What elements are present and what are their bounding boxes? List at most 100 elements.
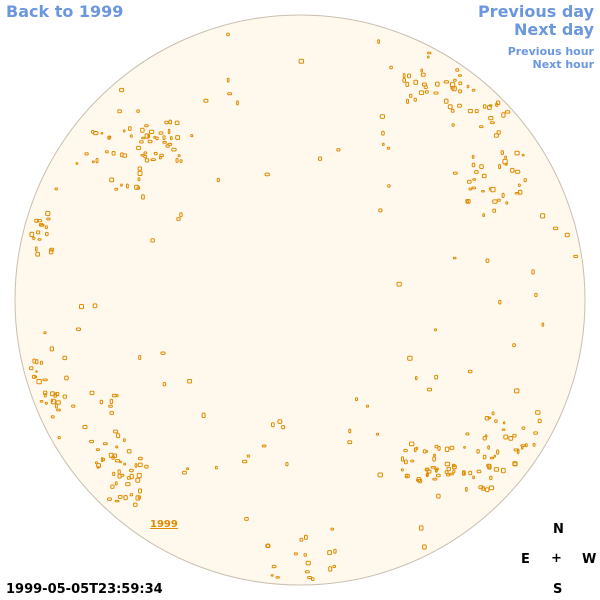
contour-fragment [552,226,559,231]
contour-fragment [147,133,150,139]
next-hour-link[interactable]: Next hour [532,58,595,71]
contour-fragment [143,155,148,159]
contour-fragment [35,246,38,252]
contour-fragment [54,403,58,409]
contour-fragment [144,158,150,163]
contour-fragment [89,439,94,444]
previous-hour-link[interactable]: Previous hour [507,45,594,58]
contour-fragment [514,388,520,394]
contour-fragment [348,428,352,434]
contour-fragment [37,219,43,223]
contour-fragment [474,170,479,174]
contour-fragment [246,454,251,458]
contour-fragment [299,537,304,542]
contour-fragment [42,378,48,382]
contour-fragment [386,146,391,150]
contour-fragment [265,543,271,549]
contour-fragment [185,467,190,471]
contour-fragment [492,208,497,213]
back-to-year-link[interactable]: Back to 1999 [6,2,124,21]
contour-fragment [463,446,466,449]
contour-fragment [226,77,230,83]
contour-fragment [540,213,546,219]
contour-fragment [420,68,423,73]
contour-fragment [406,98,410,105]
contour-fragment [449,82,456,88]
contour-fragment [488,485,495,491]
contour-fragment [433,453,436,457]
contour-fragment [404,459,408,465]
contour-fragment [534,292,538,297]
contour-fragment [126,476,131,480]
contour-fragment [413,97,417,102]
contour-fragment [453,78,457,82]
contour-fragment [167,128,171,135]
contour-fragment [487,445,490,450]
contour-fragment [434,328,437,332]
contour-fragment [89,390,95,396]
contour-fragment [424,90,429,94]
contour-fragment [115,433,121,439]
year-marker-link[interactable]: 1999 [150,519,178,530]
contour-fragment [176,217,181,221]
contour-fragment [216,177,220,183]
contour-fragment [452,171,458,175]
contour-fragment [114,481,118,486]
contour-fragment [29,231,35,238]
contour-fragment [162,382,167,387]
contour-fragment [498,299,502,305]
contour-fragment [144,124,149,128]
contour-fragment [264,172,270,177]
contour-fragment [271,422,275,428]
contour-fragment [34,218,39,223]
contour-fragment [107,135,112,139]
contour-fragment [446,466,451,472]
contour-fragment [136,472,142,479]
contour-fragment [115,394,119,398]
contour-fragment [275,576,280,579]
contour-fragment [396,281,402,287]
previous-day-link[interactable]: Previous day [477,2,594,21]
contour-fragment [108,404,113,408]
contour-fragment [481,190,485,193]
contour-fragment [504,155,508,159]
contour-fragment [517,189,523,195]
contour-fragment [134,463,138,468]
contour-fragment [44,401,48,405]
contour-fragment [167,142,173,146]
contour-fragment [444,470,449,474]
contour-fragment [129,493,134,497]
contour-fragment [481,486,485,491]
contour-fragment [179,159,183,163]
contour-fragment [435,468,438,473]
contour-fragment [311,577,315,582]
contour-fragment [489,475,493,481]
contour-fragment [117,109,122,114]
feature-layer [29,32,579,582]
contour-fragment [128,126,132,131]
contour-fragment [347,440,353,445]
contour-fragment [271,564,277,569]
contour-fragment [424,467,430,472]
compass-north: N [553,522,564,537]
contour-fragment [430,466,436,469]
contour-fragment [160,351,166,355]
contour-fragment [144,133,150,139]
contour-fragment [462,470,466,476]
contour-fragment [36,378,42,385]
contour-fragment [504,110,511,114]
contour-fragment [508,436,514,441]
contour-fragment [427,55,430,59]
contour-fragment [138,488,142,494]
contour-fragment [476,449,480,454]
contour-fragment [457,103,462,108]
contour-fragment [164,120,169,125]
contour-fragment [514,192,520,195]
contour-fragment [141,194,145,200]
contour-fragment [45,231,49,237]
next-day-link[interactable]: Next day [514,20,594,39]
contour-fragment [443,98,449,104]
contour-fragment [405,473,409,478]
contour-fragment [437,445,441,451]
contour-fragment [305,560,311,566]
